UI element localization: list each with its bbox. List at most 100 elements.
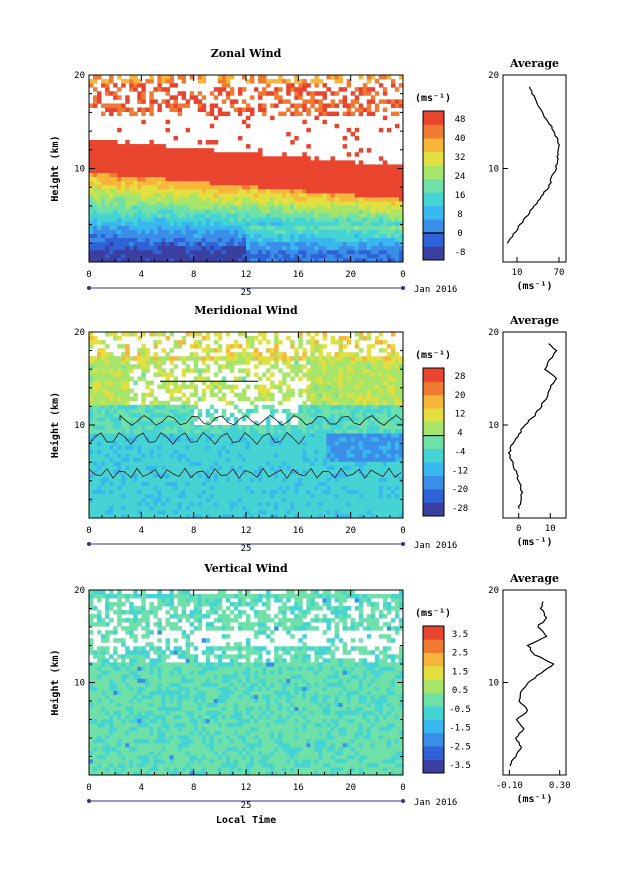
heatmap-cell: [338, 257, 344, 263]
heatmap-cell: [358, 91, 364, 96]
heatmap-cell: [177, 513, 182, 519]
heatmap-cell: [394, 245, 400, 251]
heatmap-cell: [189, 233, 195, 239]
heatmap-cell: [89, 209, 94, 214]
heatmap-cell: [314, 156, 319, 161]
heatmap-cell: [145, 465, 150, 470]
heatmap-cell: [330, 509, 335, 515]
heatmap-cell: [221, 437, 227, 442]
heatmap-cell: [254, 237, 259, 243]
heatmap-cell: [342, 501, 348, 507]
heatmap-cell: [310, 497, 315, 503]
heatmap-cell: [105, 429, 110, 434]
heatmap-cell: [310, 241, 315, 247]
heatmap-cell: [145, 213, 150, 218]
heatmap-cell: [97, 388, 102, 394]
heatmap-cell: [169, 245, 174, 251]
heatmap-cell: [326, 513, 331, 519]
heatmap-cell: [209, 509, 215, 515]
heatmap-cell: [322, 83, 327, 88]
heatmap-cell: [101, 400, 106, 406]
heatmap-cell: [354, 135, 360, 141]
heatmap-cell: [145, 79, 150, 84]
heatmap-cell: [129, 497, 134, 503]
heatmap-cell: [342, 445, 348, 450]
heatmap-cell: [294, 493, 299, 499]
heatmap-cell: [294, 160, 299, 165]
heatmap-cell: [254, 433, 259, 438]
heatmap-cell: [334, 209, 339, 214]
heatmap-cell: [398, 237, 404, 243]
heatmap-cell: [318, 453, 323, 458]
heatmap-cell: [125, 465, 130, 470]
heatmap-cell: [266, 172, 271, 178]
heatmap-cell: [133, 416, 138, 422]
heatmap-cell: [258, 489, 263, 495]
heatmap-cell: [342, 188, 348, 194]
heatmap-cell: [213, 465, 219, 470]
heatmap-cell: [294, 103, 299, 108]
heatmap-cell: [342, 437, 348, 442]
heatmap-cell: [213, 103, 219, 108]
heatmap-cell: [205, 457, 211, 462]
heatmap-cell: [338, 445, 344, 450]
heatmap-cell: [310, 457, 315, 462]
heatmap-cell: [330, 168, 335, 173]
heatmap-cell: [342, 425, 348, 430]
heatmap-cell: [229, 213, 235, 218]
heatmap-cell: [129, 465, 134, 470]
heatmap-cell: [294, 75, 299, 80]
heatmap-cell: [93, 408, 98, 414]
heatmap-cell: [97, 429, 102, 434]
heatmap-cell: [105, 172, 110, 178]
heatmap-cell: [278, 237, 283, 243]
heatmap-cell: [318, 408, 323, 414]
heatmap-cell: [105, 233, 110, 239]
heatmap-cell: [318, 160, 323, 165]
heatmap-cell: [221, 164, 227, 169]
heatmap-cell: [286, 164, 291, 169]
heatmap-cell: [177, 172, 182, 178]
heatmap-cell: [262, 253, 267, 259]
heatmap-cell: [314, 441, 319, 446]
heatmap-cell: [350, 257, 356, 263]
heatmap-cell: [282, 184, 287, 190]
heatmap-cell: [390, 172, 396, 178]
heatmap-cell: [225, 441, 231, 446]
heatmap-cell: [117, 184, 122, 190]
heatmap-cell: [330, 380, 335, 385]
heatmap-cell: [314, 481, 319, 487]
heatmap-cell: [386, 201, 392, 206]
heatmap-cell: [390, 201, 396, 206]
heatmap-cell: [282, 396, 287, 402]
heatmap-cell: [314, 168, 319, 173]
heatmap-cell: [274, 344, 279, 349]
heatmap-cell: [346, 217, 352, 222]
heatmap-cell: [129, 453, 134, 458]
heatmap-cell: [330, 205, 335, 210]
heatmap-cell: [145, 457, 150, 462]
heatmap-cell: [225, 225, 231, 230]
heatmap-cell: [161, 79, 166, 84]
heatmap-cell: [177, 75, 182, 80]
heatmap-cell: [338, 213, 344, 218]
heatmap-cell: [165, 245, 170, 251]
heatmap-cell: [169, 368, 174, 373]
heatmap-cell: [378, 156, 384, 161]
heatmap-cell: [193, 249, 199, 255]
heatmap-cell: [318, 209, 323, 214]
heatmap-cell: [181, 75, 187, 80]
heatmap-cell: [382, 160, 388, 165]
heatmap-cell: [217, 217, 223, 222]
heatmap-cell: [157, 156, 162, 161]
heatmap-cell: [213, 505, 219, 511]
heatmap-cell: [209, 404, 215, 410]
heatmap-cell: [338, 233, 344, 239]
heatmap-cell: [169, 237, 174, 243]
heatmap-cell: [153, 192, 158, 198]
heatmap-cell: [254, 469, 259, 474]
heatmap-cell: [298, 469, 303, 474]
heatmap-cell: [161, 257, 166, 263]
heatmap-cell: [290, 509, 295, 515]
heatmap-cell: [177, 176, 182, 182]
